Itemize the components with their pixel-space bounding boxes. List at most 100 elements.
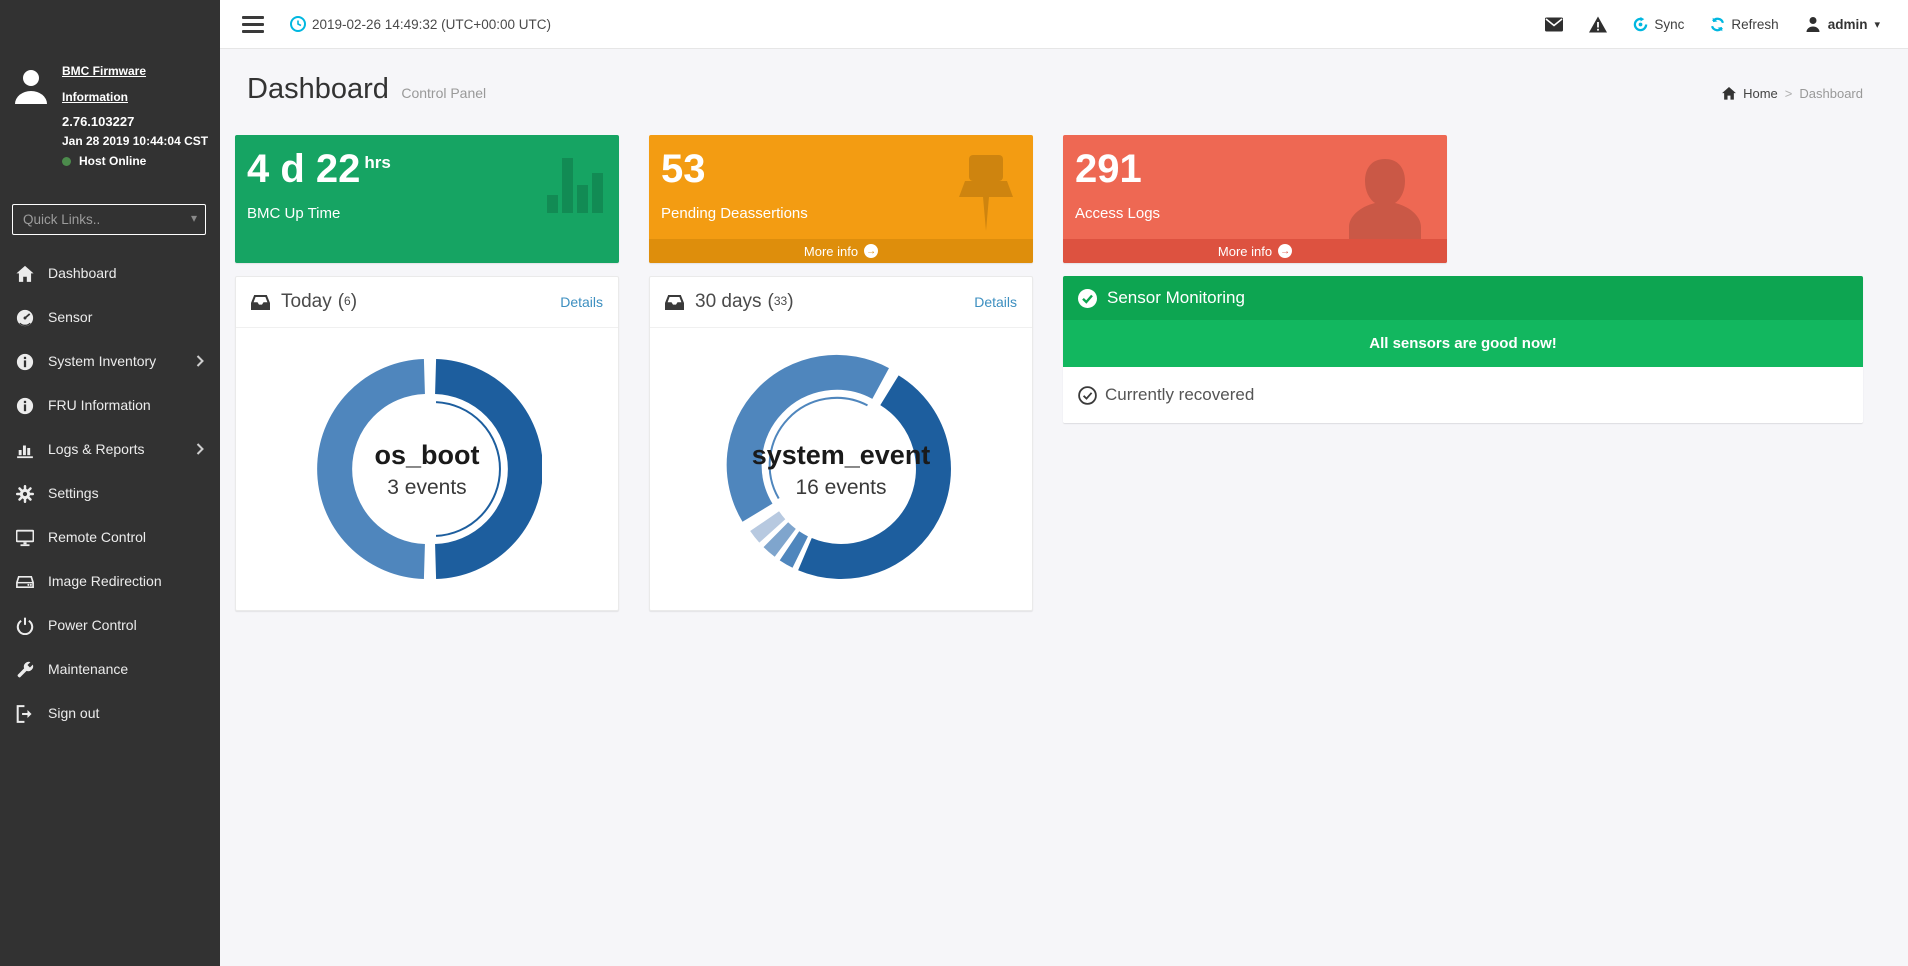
- more-info-label: More info: [803, 243, 859, 259]
- access-logs-card: 291 Access Logs More info →: [1063, 135, 1447, 263]
- sidebar-item-label: Power Control: [48, 616, 137, 633]
- today-donut-chart[interactable]: os_boot 3 events: [312, 354, 542, 584]
- check-circle-outline-icon: [1078, 385, 1097, 405]
- gear-icon: [16, 484, 34, 503]
- power-icon: [16, 617, 34, 635]
- clock-icon: [290, 16, 306, 32]
- svg-text:os_boot: os_boot: [375, 440, 480, 470]
- caret-down-icon: ▾: [1874, 18, 1880, 31]
- top-bar: 2019-02-26 14:49:32 (UTC+00:00 UTC) Sync: [220, 0, 1908, 49]
- username-label: admin: [1827, 16, 1868, 32]
- uptime-value: 4 d 22 hrs: [247, 147, 391, 191]
- host-status: Host Online: [62, 152, 210, 172]
- sidebar-menu: Dashboard Sensor System Inventory FRU Infor…: [0, 251, 220, 735]
- pushpin-icon: [959, 155, 1013, 231]
- details-link[interactable]: Details: [560, 294, 603, 310]
- sidebar-item-system-inventory[interactable]: System Inventory: [0, 339, 220, 383]
- firmware-version: 2.76.103227: [62, 113, 135, 129]
- quick-links-select[interactable]: Quick Links..: [12, 203, 206, 235]
- page-title: Dashboard: [247, 73, 389, 105]
- sidebar-item-logs-reports[interactable]: Logs & Reports: [0, 427, 220, 471]
- page-subtitle: Control Panel: [401, 85, 487, 101]
- refresh-icon: [1711, 17, 1725, 31]
- bar-chart-icon: [547, 155, 603, 213]
- bmc-uptime-card: 4 d 22 hrs BMC Up Time: [235, 135, 619, 263]
- breadcrumb-current: Dashboard: [1799, 86, 1863, 101]
- breadcrumb-home[interactable]: Home: [1743, 86, 1778, 101]
- sidebar-item-sign-out[interactable]: Sign out: [0, 691, 220, 735]
- deassertions-value: 53: [661, 147, 706, 191]
- panel-title: 30 days: [695, 291, 762, 312]
- details-link[interactable]: Details: [974, 294, 1017, 310]
- panel-title: Today: [281, 291, 332, 312]
- sync-icon: [1634, 16, 1648, 31]
- inbox-icon: [665, 294, 684, 310]
- bar-chart-icon: [16, 441, 34, 458]
- sidebar-item-label: System Inventory: [48, 352, 157, 369]
- svg-text:system_event: system_event: [752, 440, 931, 470]
- breadcrumb: Home > Dashboard: [1722, 81, 1863, 106]
- timestamp-label: 2019-02-26 14:49:32 (UTC+00:00 UTC): [312, 16, 552, 32]
- thirty-days-donut-chart[interactable]: system_event 16 events: [726, 354, 956, 584]
- breadcrumb-separator: >: [1784, 86, 1793, 101]
- monitor-icon: [16, 529, 34, 546]
- host-online-dot-icon: [62, 157, 71, 167]
- wrench-icon: [16, 661, 34, 678]
- sidebar-item-maintenance[interactable]: Maintenance: [0, 647, 220, 691]
- chevron-right-icon: [196, 355, 204, 367]
- sidebar-item-label: Maintenance: [48, 660, 129, 677]
- sidebar-item-sensor[interactable]: Sensor: [0, 295, 220, 339]
- sensor-recovered-row: Currently recovered: [1063, 367, 1863, 423]
- bmc-firmware-link[interactable]: BMC Firmware Information: [62, 64, 147, 105]
- sidebar-item-remote-control[interactable]: Remote Control: [0, 515, 220, 559]
- user-avatar-icon: [15, 70, 47, 104]
- warning-icon[interactable]: [1589, 16, 1608, 33]
- sensor-status-message: All sensors are good now!: [1063, 320, 1863, 367]
- bmc-datetime: 2019-02-26 14:49:32 (UTC+00:00 UTC): [290, 16, 551, 32]
- sidebar-item-fru-information[interactable]: FRU Information: [0, 383, 220, 427]
- sidebar-item-label: Sensor: [48, 308, 93, 325]
- sensor-monitoring-panel: Sensor Monitoring All sensors are good n…: [1063, 276, 1863, 423]
- user-menu[interactable]: admin ▾: [1805, 16, 1880, 32]
- sidebar-item-label: Image Redirection: [48, 572, 162, 589]
- sidebar-item-image-redirection[interactable]: Image Redirection: [0, 559, 220, 603]
- sidebar-item-power-control[interactable]: Power Control: [0, 603, 220, 647]
- sidebar-item-label: Dashboard: [48, 264, 117, 281]
- sensor-recovered-label: Currently recovered: [1105, 385, 1255, 404]
- sidebar-item-label: Sign out: [48, 704, 100, 721]
- user-panel: BMC Firmware Information 2.76.103227 Jan…: [0, 0, 220, 182]
- deassertions-label: Pending Deassertions: [661, 205, 808, 222]
- access-logs-label: Access Logs: [1075, 205, 1161, 222]
- more-info-link[interactable]: More info →: [1063, 239, 1447, 263]
- info-circle-icon: [16, 397, 34, 414]
- host-status-label: Host Online: [79, 154, 147, 169]
- panel-count: (33): [767, 291, 794, 312]
- sidebar: BMC Firmware Information 2.76.103227 Jan…: [0, 0, 220, 966]
- sidebar-item-label: Remote Control: [48, 528, 147, 545]
- home-icon: [16, 265, 34, 282]
- panel-count: (6): [337, 291, 358, 312]
- hdd-icon: [16, 573, 34, 589]
- refresh-label: Refresh: [1731, 16, 1779, 32]
- inbox-icon: [251, 294, 270, 310]
- pending-deassertions-card: 53 Pending Deassertions More info →: [649, 135, 1033, 263]
- sidebar-item-label: Settings: [48, 484, 99, 501]
- refresh-button[interactable]: Refresh: [1710, 16, 1779, 32]
- sidebar-item-settings[interactable]: Settings: [0, 471, 220, 515]
- sidebar-item-dashboard[interactable]: Dashboard: [0, 251, 220, 295]
- uptime-label: BMC Up Time: [247, 205, 341, 222]
- sensor-panel-title: Sensor Monitoring: [1107, 288, 1245, 307]
- home-icon: [1722, 87, 1737, 100]
- thirty-days-events-panel: 30 days (33) Details system_event 16 even…: [649, 276, 1033, 611]
- svg-text:3 events: 3 events: [387, 476, 466, 499]
- gauge-icon: [16, 309, 34, 326]
- more-info-link[interactable]: More info →: [649, 239, 1033, 263]
- sidebar-item-label: FRU Information: [48, 396, 151, 413]
- messages-icon[interactable]: [1545, 16, 1564, 33]
- info-circle-icon: [16, 353, 34, 370]
- more-info-label: More info: [1217, 243, 1273, 259]
- sync-button[interactable]: Sync: [1633, 16, 1684, 32]
- uptime-unit: hrs: [364, 153, 391, 172]
- person-icon: [1349, 159, 1421, 241]
- hamburger-menu-icon[interactable]: [242, 12, 264, 37]
